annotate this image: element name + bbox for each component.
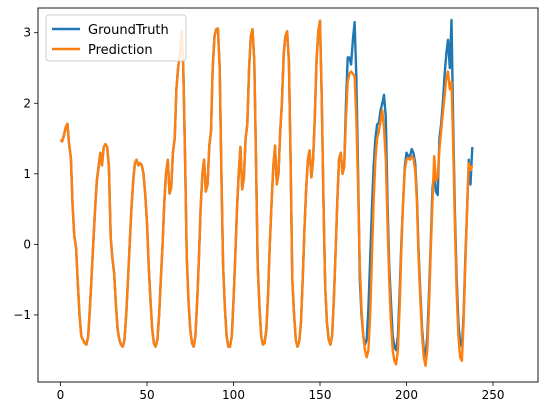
x-tick-label: 0 [57, 388, 65, 402]
x-tick-label: 250 [482, 388, 505, 402]
legend-label-prediction: Prediction [88, 43, 153, 58]
y-tick-label: 1 [23, 167, 31, 181]
legend: GroundTruth Prediction [45, 14, 187, 62]
y-tick-label: −1 [13, 308, 31, 322]
x-tick-label: 50 [139, 388, 154, 402]
series-line-prediction [59, 19, 474, 367]
x-tick-label: 150 [309, 388, 332, 402]
y-tick-label: 3 [23, 26, 31, 40]
y-tick-label: 0 [23, 237, 31, 251]
axes-frame [37, 7, 539, 383]
y-tick-label: 2 [23, 96, 31, 110]
series-layer [59, 18, 474, 367]
x-tick-label: 200 [395, 388, 418, 402]
ticks-layer: 0 50 100 150 200 250 −1 0 1 2 3 [13, 26, 504, 402]
x-tick-label: 100 [222, 388, 245, 402]
legend-label-groundtruth: GroundTruth [88, 23, 169, 38]
legend-box [45, 14, 187, 62]
